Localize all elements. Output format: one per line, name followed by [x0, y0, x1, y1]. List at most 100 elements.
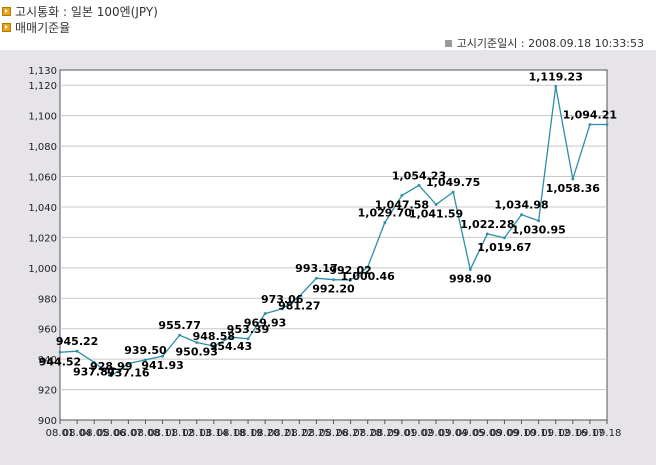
exchange-rate-chart: 900 920 940 960 980 1,000 1,020 1,040 1,060 1,080…	[28, 66, 622, 439]
x-tick-label: 08.06	[97, 428, 126, 439]
data-label: 937.87	[73, 365, 115, 378]
data-label: 941.93	[141, 359, 183, 372]
data-point	[263, 312, 267, 315]
data-label: 1,058.36	[546, 182, 601, 195]
data-point	[434, 203, 438, 206]
data-label: 993.17	[295, 262, 337, 275]
data-label: 1,019.67	[477, 241, 531, 254]
x-tick-label: 08.19	[234, 428, 263, 439]
y-tick-label: 1,060	[28, 173, 57, 184]
x-tick-label: 08.22	[285, 428, 314, 439]
data-point	[520, 213, 523, 216]
x-tick-label: 08.05	[80, 428, 109, 439]
x-tick-label: 09.04	[439, 428, 468, 439]
data-point	[503, 236, 506, 240]
x-tick-label: 09.02	[405, 428, 434, 439]
data-point	[144, 358, 147, 362]
y-tick-label: 920	[38, 386, 57, 397]
data-label: 992.20	[312, 283, 355, 296]
chart-panel: 900 920 940 960 980 1,000 1,020 1,040 1,060 1,080…	[0, 50, 656, 465]
y-tick-label: 1,000	[28, 264, 57, 275]
x-tick-label: 09.16	[558, 428, 587, 439]
y-tick-label: 1,040	[28, 203, 57, 214]
data-label: 1,030.95	[511, 224, 565, 237]
data-point	[332, 278, 335, 282]
data-label: 981.27	[278, 299, 320, 312]
y-tick-label: 1,020	[28, 233, 57, 244]
x-tick-label: 09.03	[422, 428, 451, 439]
notice-time-label: 고시기준일시 : 2008.09.18 10:33:53	[456, 37, 644, 50]
notice-time: 고시기준일시 : 2008.09.18 10:33:53	[444, 35, 644, 51]
data-point	[417, 183, 421, 187]
rate-type-line: 매매기준율	[2, 19, 70, 35]
data-label: 1,094.21	[563, 108, 617, 121]
arrow-bullet-icon	[2, 22, 11, 32]
data-point	[485, 232, 489, 236]
data-point	[280, 307, 284, 311]
data-point	[468, 268, 472, 271]
x-tick-label: 08.25	[302, 428, 331, 439]
data-point	[178, 333, 182, 337]
data-point	[75, 349, 79, 353]
data-label: 1,041.59	[409, 208, 463, 221]
data-label: 937.16	[107, 366, 150, 379]
y-tick-label: 1,080	[28, 142, 57, 153]
data-label: 1,049.75	[426, 176, 480, 189]
currency-line: 고시통화 : 일본 100엔(JPY)	[2, 3, 158, 19]
data-label: 969.93	[244, 317, 286, 330]
x-tick-label: 08.12	[165, 428, 194, 439]
data-label: 973.06	[261, 293, 304, 306]
x-tick-label: 08.18	[217, 428, 246, 439]
data-point	[400, 194, 404, 197]
data-point	[315, 276, 318, 280]
x-tick-label: 08.11	[148, 428, 177, 439]
rate-type-label: 매매기준율	[15, 20, 71, 35]
x-tick-label: 08.14	[200, 428, 229, 439]
data-label: 955.77	[158, 319, 200, 332]
data-label: 928.99	[90, 360, 132, 373]
x-tick-label: 09.01	[388, 428, 417, 439]
data-point	[126, 362, 130, 365]
data-label: 945.22	[56, 335, 98, 348]
y-tick-label: 1,100	[28, 112, 57, 123]
data-label: 1,000.46	[341, 270, 396, 283]
data-point	[229, 335, 233, 339]
data-point	[554, 84, 558, 88]
data-point	[383, 221, 387, 225]
data-label: 1,119.23	[529, 70, 583, 83]
data-point	[92, 360, 96, 364]
data-point	[537, 219, 541, 223]
x-tick-label: 09.18	[593, 428, 622, 439]
data-point	[195, 341, 199, 344]
data-point	[366, 265, 370, 269]
x-tick-label: 08.13	[182, 428, 211, 439]
data-label: 948.58	[193, 330, 235, 343]
data-point	[109, 374, 113, 378]
data-label: 1,034.98	[494, 199, 548, 212]
y-tick-label: 1,130	[28, 66, 57, 77]
data-label: 1,054.23	[392, 169, 446, 182]
data-label: 1,047.58	[375, 198, 429, 211]
x-tick-label: 09.12	[541, 428, 570, 439]
data-label: 954.43	[210, 340, 252, 353]
x-tick-label: 09.10	[507, 428, 536, 439]
x-tick-label: 08.08	[131, 428, 160, 439]
x-tick-label: 08.26	[319, 428, 348, 439]
data-label: 1,029.70	[358, 207, 413, 220]
data-label: 953.39	[227, 323, 269, 336]
y-tick-label: 940	[38, 355, 57, 366]
x-tick-label: 08.27	[336, 428, 365, 439]
x-tick-label: 08.28	[353, 428, 382, 439]
data-label: 950.93	[176, 345, 218, 358]
data-point	[161, 354, 164, 358]
data-point	[349, 278, 352, 282]
data-point	[605, 123, 609, 126]
currency-label: 고시통화 : 일본 100엔(JPY)	[15, 4, 158, 19]
data-label: 998.90	[449, 273, 492, 286]
y-tick-label: 960	[38, 325, 57, 336]
data-label: 944.52	[39, 355, 81, 368]
y-tick-label: 980	[38, 294, 57, 305]
x-tick-label: 09.11	[524, 428, 553, 439]
data-label: 992.02	[329, 264, 371, 277]
arrow-bullet-icon	[2, 6, 11, 16]
